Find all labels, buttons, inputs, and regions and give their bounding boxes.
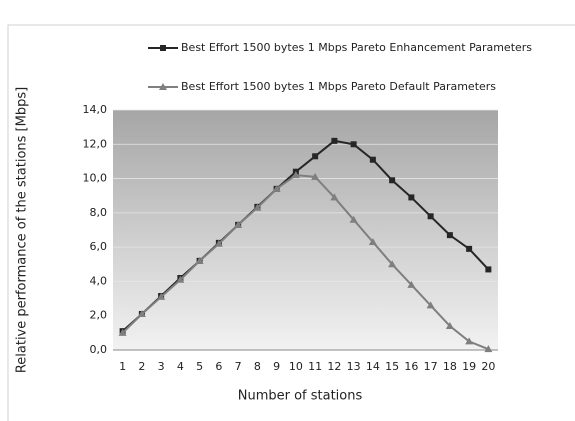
x-tick-label: 1 (119, 360, 126, 373)
x-tick-label: 19 (462, 360, 476, 373)
point (291, 171, 300, 179)
chart-frame (7, 24, 575, 421)
point (485, 266, 492, 273)
x-tick-label: 6 (215, 360, 222, 373)
point (445, 322, 454, 329)
point (388, 260, 397, 268)
point (195, 256, 204, 264)
point (253, 203, 262, 211)
point (214, 239, 223, 247)
x-tick-label: 2 (138, 360, 145, 373)
y-tick-label: 8,0 (90, 206, 108, 219)
y-tick-label: 2,0 (90, 309, 108, 322)
legend-label: Best Effort 1500 bytes 1 Mbps Pareto Enh… (181, 41, 532, 54)
y-tick-label: 4,0 (90, 274, 108, 287)
x-tick-label: 20 (481, 360, 495, 373)
series-line (121, 174, 489, 351)
x-tick-label: 18 (443, 360, 457, 373)
x-tick-label: 13 (347, 360, 361, 373)
x-tick-label: 3 (158, 360, 165, 373)
x-axis-title: Number of stations (238, 389, 363, 404)
x-tick-label: 5 (196, 360, 203, 373)
x-tick-label: 12 (327, 360, 341, 373)
y-tick-label: 14,0 (83, 103, 108, 116)
x-tick-label: 17 (424, 360, 438, 373)
point (465, 337, 474, 345)
point (484, 345, 493, 353)
point (350, 141, 357, 148)
point (427, 213, 434, 220)
point (160, 45, 166, 51)
point (369, 156, 376, 163)
point (234, 220, 243, 228)
point (157, 292, 166, 300)
x-tick-label: 7 (235, 360, 242, 373)
y-tick-label: 10,0 (83, 172, 108, 185)
point (272, 184, 281, 192)
point (407, 280, 416, 288)
point (312, 153, 319, 160)
x-tick-label: 8 (254, 360, 261, 373)
point (137, 310, 146, 317)
point (331, 137, 338, 144)
point (426, 301, 435, 309)
plot-area (113, 110, 498, 350)
y-axis-title: Relative performance of the stations [Mb… (15, 87, 30, 373)
point (408, 194, 415, 201)
series-line (121, 139, 490, 332)
point (159, 83, 167, 90)
x-tick-label: 9 (273, 360, 280, 373)
x-tick-label: 14 (366, 360, 380, 373)
point (311, 172, 320, 180)
point (349, 215, 358, 223)
y-tick-label: 0,0 (90, 343, 108, 356)
point (368, 238, 377, 245)
y-tick-label: 6,0 (90, 240, 108, 253)
legend-label: Best Effort 1500 bytes 1 Mbps Pareto Def… (181, 80, 496, 93)
y-tick-label: 12,0 (83, 137, 108, 150)
point (330, 193, 339, 201)
x-tick-label: 4 (177, 360, 184, 373)
point (176, 275, 185, 283)
point (446, 232, 453, 239)
x-tick-label: 15 (385, 360, 399, 373)
point (389, 177, 396, 184)
x-tick-label: 10 (289, 360, 303, 373)
x-tick-label: 16 (404, 360, 418, 373)
point (118, 328, 127, 336)
point (466, 245, 473, 252)
x-tick-label: 11 (308, 360, 322, 373)
